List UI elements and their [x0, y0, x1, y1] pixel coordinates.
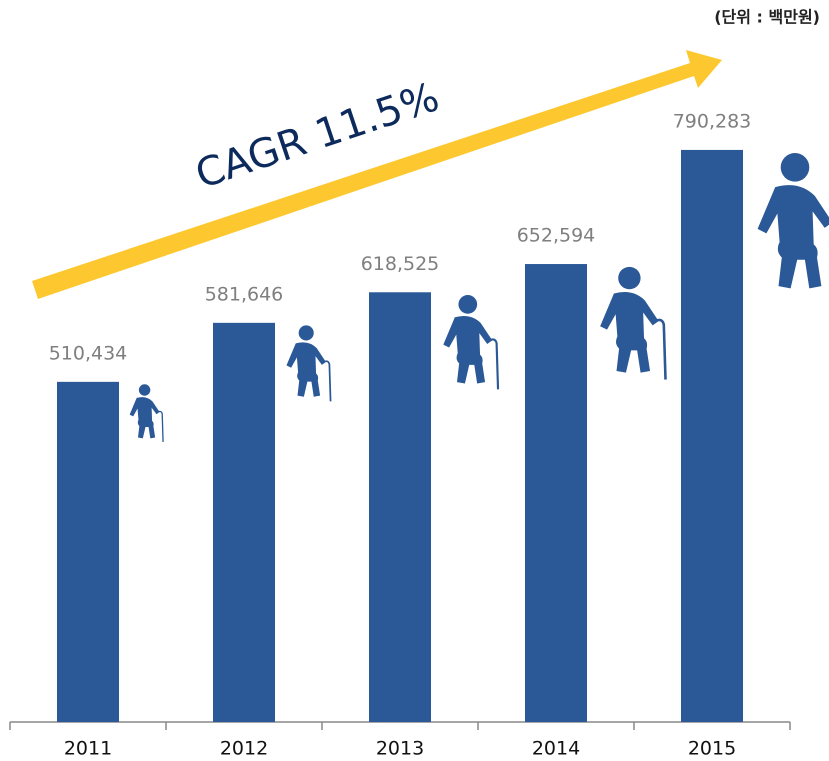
icon-cane — [654, 318, 667, 380]
icon-body — [443, 316, 493, 384]
icon-cane — [323, 360, 332, 402]
growth-arrow — [32, 50, 722, 299]
x-tick-label: 2011 — [64, 738, 112, 760]
x-tick-label: 2014 — [532, 738, 580, 760]
value-label: 510,434 — [49, 342, 128, 364]
arrow-shape — [32, 50, 722, 299]
icon-body — [757, 185, 829, 289]
x-tick-label: 2012 — [220, 738, 268, 760]
person-icon — [129, 384, 164, 442]
x-tick-label: 2013 — [376, 738, 424, 760]
value-label: 790,283 — [673, 110, 752, 132]
icon-body — [129, 397, 160, 439]
icon-body — [286, 342, 326, 397]
person-icon — [757, 153, 829, 289]
icon-body — [600, 292, 659, 373]
x-tick-label: 2015 — [688, 738, 736, 760]
bar — [681, 149, 743, 722]
person-icon — [286, 325, 332, 402]
value-label: 652,594 — [517, 225, 596, 247]
icon-head — [458, 294, 478, 314]
person-icon — [600, 266, 667, 380]
value-label: 618,525 — [361, 253, 440, 275]
bar — [57, 381, 119, 722]
icon-head — [780, 153, 810, 182]
bar — [213, 322, 275, 722]
bar — [525, 264, 587, 722]
value-label: 581,646 — [205, 283, 284, 305]
unit-label: (단위 : 백만원) — [714, 8, 820, 27]
icon-head — [618, 266, 641, 290]
icon-head — [298, 325, 314, 341]
cagr-annotation: CAGR 11.5% — [190, 74, 445, 198]
icon-cane — [157, 410, 164, 442]
icon-head — [138, 384, 151, 396]
icon-cane — [488, 338, 500, 390]
person-icon — [443, 294, 500, 390]
bar — [369, 292, 431, 722]
